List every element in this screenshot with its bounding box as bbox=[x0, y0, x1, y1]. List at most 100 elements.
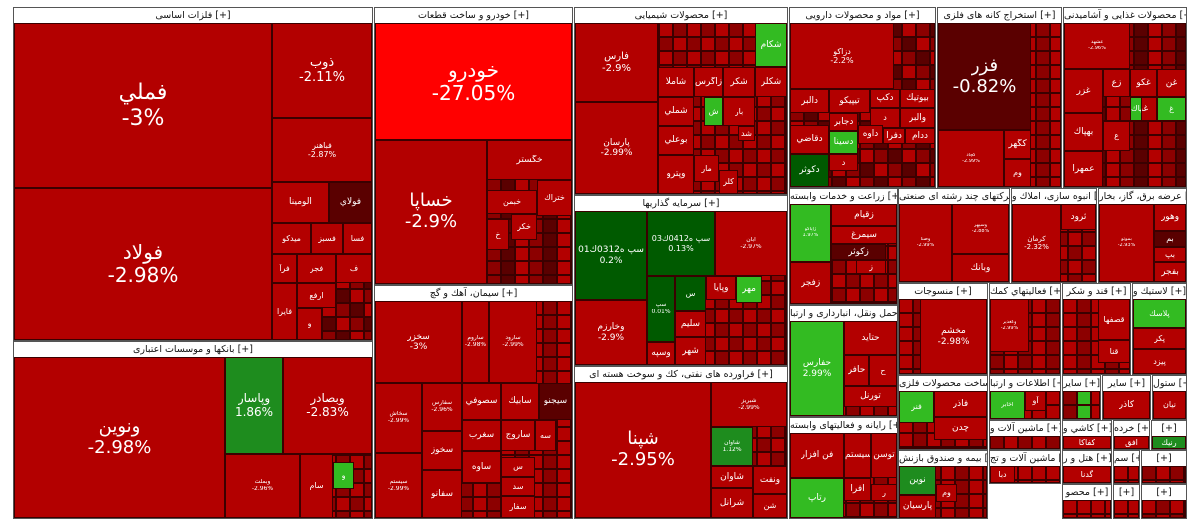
minor-stock-tile[interactable] bbox=[757, 452, 771, 466]
minor-stock-tile[interactable] bbox=[673, 51, 687, 65]
sector-title[interactable]: سم [+] bbox=[1114, 451, 1139, 467]
minor-stock-tile[interactable] bbox=[771, 121, 785, 135]
minor-stock-tile[interactable] bbox=[913, 447, 927, 449]
stock-tile[interactable]: افق bbox=[1114, 436, 1149, 449]
stock-tile[interactable]: پارسان -2.99% bbox=[575, 102, 658, 194]
stock-tile[interactable]: حفارس 2.99% bbox=[790, 321, 844, 416]
minor-stock-tile[interactable] bbox=[941, 508, 955, 518]
minor-stock-tile[interactable] bbox=[916, 23, 930, 37]
minor-stock-tile[interactable] bbox=[983, 447, 987, 449]
minor-stock-tile[interactable] bbox=[1036, 177, 1050, 187]
minor-stock-tile[interactable] bbox=[557, 315, 571, 329]
minor-stock-tile[interactable] bbox=[1036, 107, 1050, 121]
minor-stock-tile[interactable] bbox=[715, 337, 729, 351]
minor-stock-tile[interactable] bbox=[1036, 149, 1050, 163]
minor-stock-tile[interactable] bbox=[969, 494, 983, 508]
stock-tile[interactable]: ر bbox=[871, 484, 897, 501]
stock-tile[interactable]: بار bbox=[723, 97, 755, 126]
minor-stock-tile[interactable] bbox=[571, 233, 572, 247]
minor-stock-tile[interactable] bbox=[1162, 51, 1176, 65]
stock-tile[interactable]: زقيام bbox=[831, 204, 897, 226]
stock-tile[interactable]: نوين bbox=[899, 466, 936, 495]
sector[interactable]: محصو [+] bbox=[1062, 484, 1112, 519]
minor-stock-tile[interactable] bbox=[1032, 355, 1046, 369]
minor-stock-tile[interactable] bbox=[860, 177, 874, 187]
minor-stock-tile[interactable] bbox=[1148, 163, 1162, 177]
stock-tile[interactable]: سيستم bbox=[844, 433, 871, 478]
minor-stock-tile[interactable] bbox=[1004, 355, 1018, 369]
minor-stock-tile[interactable] bbox=[1063, 500, 1077, 514]
stock-tile[interactable]: شاوان bbox=[711, 466, 753, 488]
minor-stock-tile[interactable] bbox=[1046, 405, 1060, 419]
stock-tile[interactable]: غ bbox=[1157, 97, 1186, 121]
sector[interactable]: [+] bbox=[1113, 484, 1140, 519]
stock-tile[interactable]: خكر bbox=[511, 214, 537, 240]
stock-tile[interactable]: و bbox=[333, 462, 354, 489]
minor-stock-tile[interactable] bbox=[715, 23, 729, 37]
minor-stock-tile[interactable] bbox=[1036, 23, 1050, 37]
minor-stock-tile[interactable] bbox=[902, 37, 916, 51]
minor-stock-tile[interactable] bbox=[364, 483, 372, 497]
stock-tile[interactable]: شكر bbox=[723, 67, 755, 97]
minor-stock-tile[interactable] bbox=[771, 309, 785, 323]
minor-stock-tile[interactable] bbox=[1077, 369, 1091, 374]
minor-stock-tile[interactable] bbox=[543, 233, 557, 247]
stock-tile[interactable]: ژاپاكو 1.97% bbox=[790, 204, 831, 262]
minor-stock-tile[interactable] bbox=[1120, 163, 1134, 177]
sector[interactable]: فراورده های نفتی، كك و سوخت هسته ای [+] ش… bbox=[574, 366, 788, 519]
stock-tile[interactable]: فباهنر -2.87% bbox=[272, 118, 372, 182]
stock-tile[interactable]: ساوه bbox=[462, 451, 501, 483]
sector-title[interactable]: مواد و محصولات دارویی [+] bbox=[790, 8, 935, 24]
minor-stock-tile[interactable] bbox=[1050, 107, 1061, 121]
minor-stock-tile[interactable] bbox=[543, 497, 557, 511]
stock-tile[interactable]: وكغدير -2.99% bbox=[990, 299, 1029, 352]
minor-stock-tile[interactable] bbox=[860, 302, 874, 304]
minor-stock-tile[interactable] bbox=[1046, 466, 1060, 480]
minor-stock-tile[interactable] bbox=[771, 281, 785, 295]
stock-tile[interactable]: د bbox=[870, 108, 900, 128]
minor-stock-tile[interactable] bbox=[1142, 500, 1156, 514]
stock-tile[interactable]: وهور bbox=[1154, 204, 1186, 231]
minor-stock-tile[interactable] bbox=[743, 191, 757, 194]
sector-title[interactable]: ماشين آلات و [+] bbox=[990, 421, 1060, 437]
minor-stock-tile[interactable] bbox=[771, 135, 785, 149]
minor-stock-tile[interactable] bbox=[557, 469, 571, 483]
minor-stock-tile[interactable] bbox=[1148, 121, 1162, 135]
minor-stock-tile[interactable] bbox=[916, 37, 930, 51]
minor-stock-tile[interactable] bbox=[1162, 163, 1176, 177]
minor-stock-tile[interactable] bbox=[1176, 51, 1186, 65]
minor-stock-tile[interactable] bbox=[757, 163, 771, 177]
minor-stock-tile[interactable] bbox=[1128, 500, 1139, 514]
minor-stock-tile[interactable] bbox=[888, 260, 897, 274]
minor-stock-tile[interactable] bbox=[1184, 480, 1186, 483]
minor-stock-tile[interactable] bbox=[785, 295, 787, 309]
sector-title[interactable]: خودرو و ساخت قطعات [+] bbox=[375, 8, 572, 24]
minor-stock-tile[interactable] bbox=[501, 275, 515, 284]
minor-stock-tile[interactable] bbox=[899, 433, 913, 447]
stock-tile[interactable]: خودرو -27.05% bbox=[375, 23, 572, 140]
minor-stock-tile[interactable] bbox=[487, 483, 501, 497]
stock-tile[interactable]: زكوثر bbox=[831, 244, 886, 260]
minor-stock-tile[interactable] bbox=[1046, 369, 1060, 374]
sector[interactable]: مواد و محصولات دارویی [+] دزاكو -2.2% دالبر… bbox=[789, 7, 936, 188]
minor-stock-tile[interactable] bbox=[902, 149, 916, 163]
minor-stock-tile[interactable] bbox=[1170, 480, 1184, 483]
sector[interactable]: بیمه و صندوق بازنش [+] نوين پارسيان وم bbox=[898, 450, 988, 519]
minor-stock-tile[interactable] bbox=[1134, 163, 1148, 177]
stock-tile[interactable]: سپ ه0312ك01 0.2% bbox=[575, 211, 647, 300]
minor-stock-tile[interactable] bbox=[874, 274, 888, 288]
stock-tile[interactable]: سام bbox=[300, 454, 333, 518]
stock-tile[interactable]: غپاك bbox=[1130, 97, 1142, 121]
minor-stock-tile[interactable] bbox=[888, 302, 897, 304]
minor-stock-tile[interactable] bbox=[1077, 299, 1091, 313]
stock-tile[interactable]: مخشم -2.98% bbox=[920, 299, 987, 374]
stock-tile[interactable]: ددام bbox=[905, 128, 935, 144]
stock-tile[interactable]: آلومينا bbox=[272, 182, 329, 223]
sector[interactable]: سرمایه گذاریها [+] سپ ه0312ك01 0.2% سپ ه041… bbox=[574, 195, 788, 366]
sector-title[interactable]: محصولات شیمیایی [+] bbox=[575, 8, 787, 24]
sector-title[interactable]: زراعت و خدمات وابسته [+] bbox=[790, 189, 897, 205]
minor-stock-tile[interactable] bbox=[1142, 480, 1156, 483]
minor-stock-tile[interactable] bbox=[990, 369, 1004, 374]
sector[interactable]: سیمان، آهك و گچ [+] سخزر -3% ساروم -2.98% سار… bbox=[374, 285, 573, 519]
